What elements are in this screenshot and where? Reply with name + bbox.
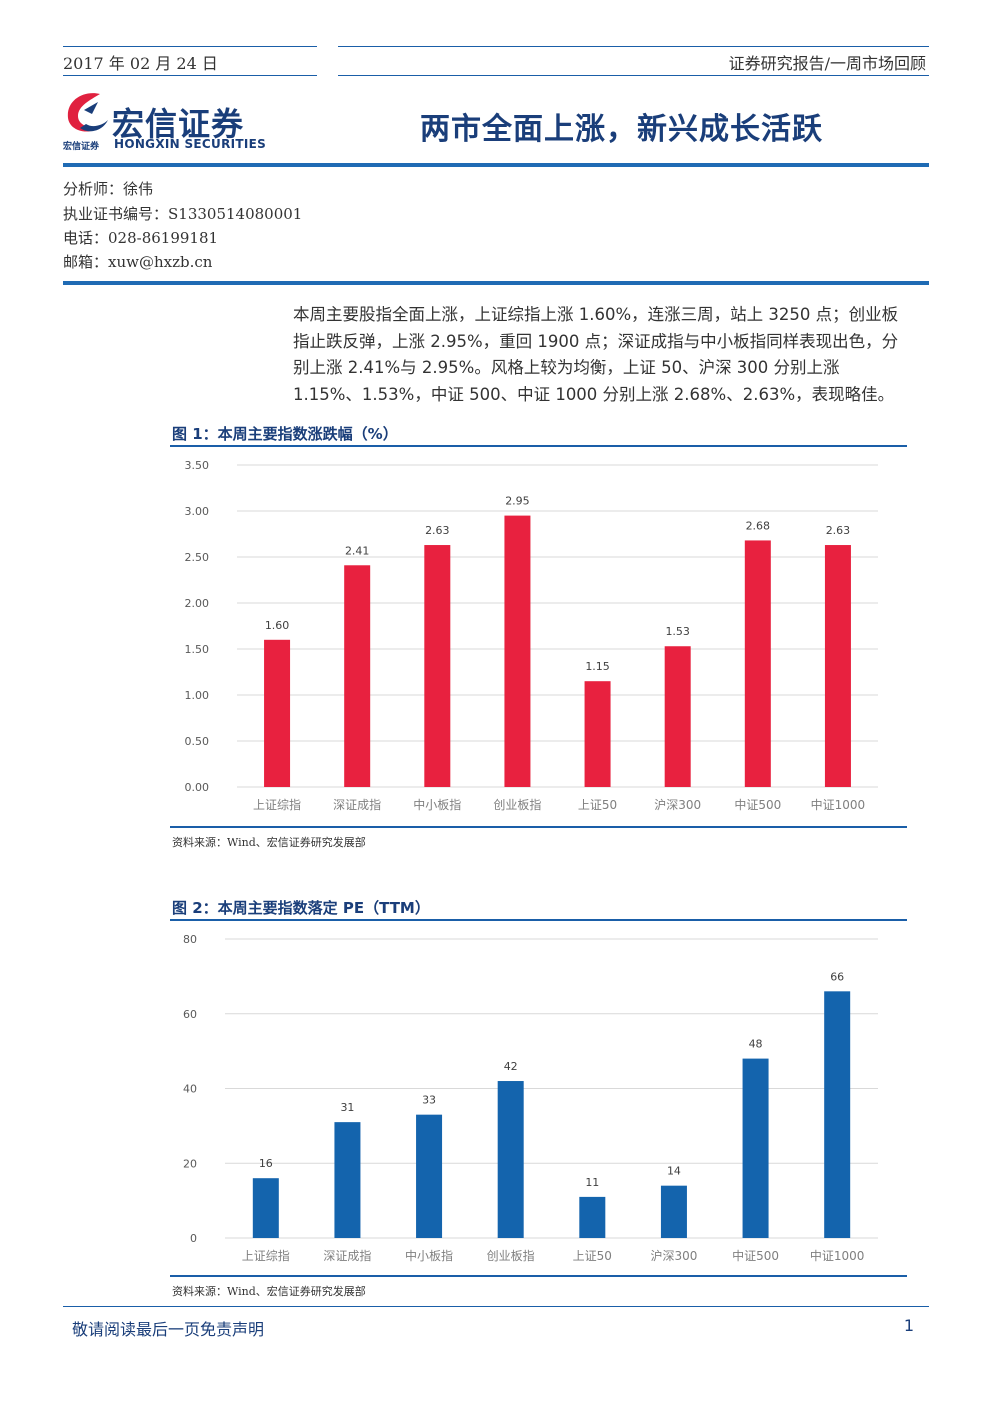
data-label: 1.15 (585, 660, 610, 673)
data-label: 42 (504, 1060, 518, 1073)
x-category-label: 上证综指 (253, 797, 301, 812)
x-category-label: 沪深300 (654, 798, 701, 812)
figure-2-source: 资料来源：Wind、宏信证券研究发展部 (172, 1285, 366, 1298)
data-label: 14 (667, 1165, 681, 1178)
logo-name-cn: 宏信证券 (112, 105, 245, 143)
analyst-phone: 电话：028-86199181 (63, 229, 219, 247)
data-label: 2.63 (425, 524, 450, 537)
figure-1-source: 资料来源：Wind、宏信证券研究发展部 (172, 836, 366, 849)
bar (660, 1185, 687, 1238)
y-tick-label: 0 (190, 1232, 197, 1245)
x-category-label: 中证1000 (810, 1248, 865, 1263)
x-category-label: 中证500 (732, 1248, 779, 1263)
bar (504, 515, 531, 787)
bar (664, 646, 691, 787)
data-label: 1.60 (265, 619, 290, 632)
x-category-label: 中小板指 (413, 797, 461, 812)
figure-2-chart: 0 20 40 60 80 16 上证综指 31 深证成指 33 中小板指 42 创业板指 11 上证50 1… (183, 933, 878, 1263)
data-label: 31 (340, 1101, 354, 1114)
x-category-label: 沪深300 (650, 1249, 697, 1263)
bar (497, 1081, 524, 1238)
figure-1-bottom-rule (170, 826, 907, 828)
figure-2-title: 图 2：本周主要指数落定 PE（TTM） (172, 899, 430, 917)
y-tick-label: 80 (183, 933, 197, 946)
summary-paragraph: 本周主要股指全面上涨，上证综指上涨 1.60%，连涨三周，站上 3250 点；创… (293, 305, 899, 404)
figure-2-top-rule (170, 919, 907, 921)
figure-1-top-rule (170, 445, 907, 447)
analyst-email: 邮箱：xuw@hxzb.cn (63, 253, 213, 271)
x-category-label: 创业板指 (487, 1248, 535, 1263)
y-tick-label: 2.50 (185, 551, 210, 564)
figure-1-title: 图 1：本周主要指数涨跌幅（%） (172, 425, 398, 443)
header-rule-top-right (338, 46, 929, 47)
y-tick-label: 1.00 (185, 689, 210, 702)
footer-disclaimer: 敬请阅读最后一页免责声明 (72, 1320, 265, 1339)
footer-rule (63, 1306, 929, 1307)
data-label: 66 (830, 970, 844, 983)
figure-2-bottom-rule (170, 1275, 907, 1277)
data-label: 48 (749, 1038, 763, 1051)
x-category-label: 上证综指 (242, 1248, 290, 1263)
company-logo-icon (67, 93, 108, 132)
info-divider (63, 281, 929, 285)
page-number: 1 (903, 1316, 914, 1335)
logo-name-small: 宏信证券 (63, 142, 100, 152)
y-tick-label: 40 (183, 1083, 197, 1096)
bar (579, 1196, 606, 1238)
bar (344, 565, 371, 787)
data-label: 2.63 (826, 524, 851, 537)
data-label: 33 (422, 1094, 436, 1107)
header-rule-top-left (63, 46, 317, 47)
x-category-label: 中小板指 (405, 1248, 453, 1263)
x-category-label: 上证50 (573, 1249, 612, 1263)
analyst-cert: 执业证书编号：S1330514080001 (63, 205, 303, 223)
analyst-name: 分析师：徐伟 (63, 180, 154, 198)
bar (252, 1178, 279, 1238)
bar (744, 540, 771, 787)
y-tick-label: 3.50 (185, 459, 210, 472)
report-type: 证券研究报告/一周市场回顾 (728, 54, 926, 73)
bar (742, 1058, 769, 1238)
x-category-label: 上证50 (578, 798, 617, 812)
header-rule-bottom-left (63, 75, 317, 76)
bar (584, 681, 611, 787)
data-label: 2.95 (505, 495, 530, 508)
bar (264, 639, 291, 787)
title-divider (63, 163, 929, 167)
bar (334, 1122, 361, 1238)
x-category-label: 深证成指 (323, 1248, 371, 1263)
y-tick-label: 20 (183, 1157, 197, 1170)
y-tick-label: 0.00 (185, 781, 210, 794)
bar (824, 991, 851, 1238)
x-category-label: 中证1000 (811, 797, 866, 812)
y-tick-label: 3.00 (185, 505, 210, 518)
figure-1-chart: 0.00 0.50 1.00 1.50 2.00 2.50 3.00 3.50 1.60 上证综指… (185, 459, 878, 812)
data-label: 2.68 (746, 519, 771, 532)
data-label: 2.41 (345, 544, 370, 557)
report-date: 2017 年 02 月 24 日 (63, 54, 218, 73)
bar (824, 545, 851, 787)
x-category-label: 深证成指 (333, 797, 381, 812)
data-label: 11 (585, 1176, 599, 1189)
y-tick-label: 2.00 (185, 597, 210, 610)
y-tick-label: 1.50 (185, 643, 210, 656)
bar (424, 545, 451, 787)
x-category-label: 中证500 (734, 797, 781, 812)
bar (416, 1114, 443, 1238)
y-tick-label: 60 (183, 1008, 197, 1021)
logo-name-en: HONGXIN SECURITIES (114, 137, 267, 151)
data-label: 16 (259, 1157, 273, 1170)
x-category-label: 创业板指 (493, 797, 541, 812)
y-tick-label: 0.50 (185, 735, 210, 748)
report-title: 两市全面上涨，新兴成长活跃 (420, 112, 823, 147)
data-label: 1.53 (665, 625, 690, 638)
header-rule-bottom-right (338, 75, 929, 76)
